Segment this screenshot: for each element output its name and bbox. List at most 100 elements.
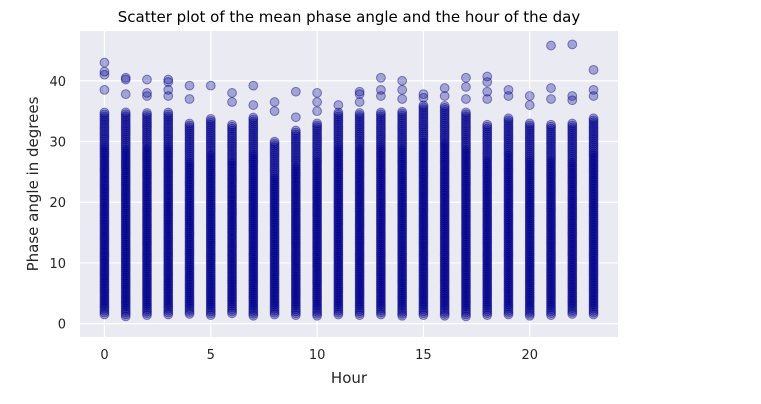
data-point: [184, 268, 195, 279]
data-point: [120, 239, 131, 250]
data-point: [163, 74, 174, 85]
data-point: [121, 157, 130, 166]
data-point: [163, 270, 174, 281]
data-point: [269, 136, 280, 147]
data-point: [164, 216, 173, 225]
data-point: [143, 199, 151, 207]
data-point: [142, 218, 152, 229]
data-point: [121, 182, 130, 190]
data-point: [121, 251, 130, 260]
data-point: [100, 289, 109, 298]
data-point: [99, 239, 110, 250]
data-point: [163, 200, 174, 211]
data-point: [120, 225, 131, 236]
data-point: [142, 168, 152, 179]
data-point: [121, 191, 130, 199]
data-point: [227, 119, 237, 130]
data-point: [120, 185, 131, 195]
data-point: [100, 189, 109, 197]
data-point: [163, 142, 174, 153]
data-point: [143, 299, 151, 307]
data-point: [184, 239, 195, 249]
data-points: [99, 39, 599, 322]
data-point: [100, 210, 109, 219]
data-point: [163, 231, 174, 242]
data-point: [121, 172, 130, 181]
data-point: [99, 255, 110, 266]
data-point: [120, 123, 131, 133]
data-point: [99, 212, 110, 223]
data-point: [184, 248, 195, 259]
data-point: [99, 276, 110, 287]
data-point: [313, 157, 321, 165]
data-point: [100, 295, 109, 304]
data-point: [142, 183, 152, 194]
data-point: [163, 255, 174, 266]
data-point: [184, 211, 195, 222]
data-point: [121, 212, 130, 220]
hour-19-points: [503, 84, 514, 320]
data-point: [120, 212, 131, 223]
data-point: [142, 304, 152, 315]
data-point: [588, 91, 599, 101]
data-point: [142, 164, 152, 175]
data-point: [99, 163, 110, 174]
data-point: [120, 268, 131, 279]
data-point: [164, 204, 173, 213]
data-point: [143, 247, 151, 256]
data-point: [99, 292, 110, 302]
data-point: [120, 198, 131, 209]
data-point: [248, 80, 259, 91]
data-point: [121, 263, 130, 272]
data-point: [163, 134, 174, 145]
data-point: [461, 81, 471, 92]
data-point: [121, 203, 130, 211]
data-point: [99, 127, 110, 137]
data-point: [121, 270, 130, 278]
data-point: [143, 277, 151, 286]
data-point: [120, 157, 131, 168]
data-point: [164, 146, 173, 155]
data-point: [99, 57, 110, 68]
data-point: [142, 259, 152, 270]
data-point: [142, 226, 152, 237]
data-point: [163, 251, 174, 262]
data-point: [142, 281, 152, 291]
data-point: [121, 297, 130, 305]
data-point: [249, 151, 258, 159]
data-point: [164, 280, 173, 288]
data-point: [99, 144, 110, 155]
data-point: [99, 200, 110, 211]
data-point: [100, 174, 109, 182]
data-point: [99, 214, 110, 225]
data-point: [121, 185, 130, 193]
data-point: [100, 222, 109, 231]
data-point: [120, 229, 131, 240]
data-point: [121, 239, 130, 248]
data-point: [120, 264, 131, 275]
data-point: [143, 259, 151, 268]
data-point: [99, 195, 110, 205]
data-point: [164, 207, 173, 216]
data-point: [461, 72, 471, 83]
data-point: [143, 226, 151, 234]
data-point: [418, 92, 429, 103]
data-point: [121, 224, 130, 233]
data-point: [163, 274, 174, 285]
data-point: [142, 234, 152, 245]
data-point: [163, 259, 174, 269]
data-point: [99, 140, 110, 151]
data-point: [120, 243, 131, 254]
data-point: [99, 226, 110, 236]
data-point: [121, 154, 130, 163]
data-point: [142, 251, 152, 262]
data-point: [184, 217, 195, 228]
data-point: [99, 301, 110, 312]
data-point: [142, 290, 152, 301]
data-point: [120, 227, 131, 238]
data-point: [163, 187, 174, 198]
data-point: [120, 202, 131, 213]
data-point: [164, 168, 173, 176]
data-point: [120, 113, 131, 124]
data-point: [143, 220, 151, 228]
